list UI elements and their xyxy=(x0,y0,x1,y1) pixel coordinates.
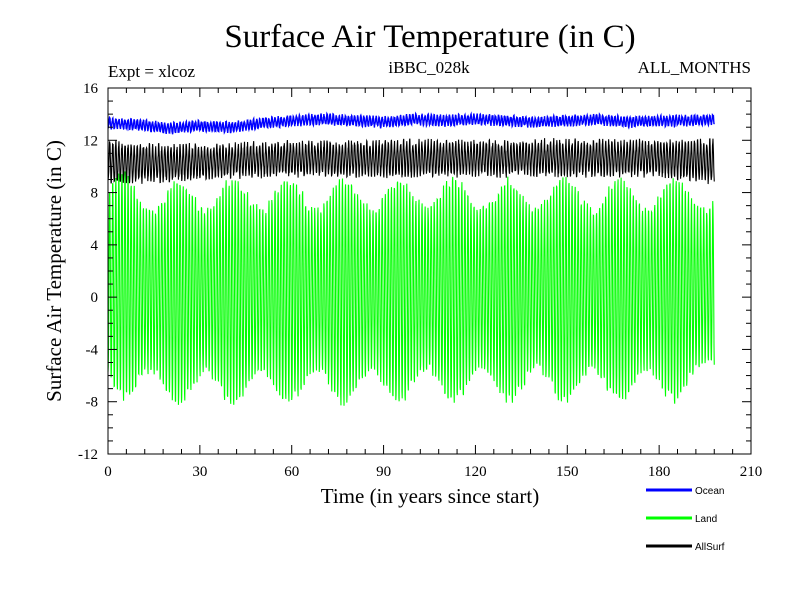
months-label: ALL_MONTHS xyxy=(638,58,751,77)
y-tick-label: 8 xyxy=(91,186,99,202)
legend-label-ocean: Ocean xyxy=(695,486,724,497)
plot-data xyxy=(107,111,715,406)
y-tick-label: 0 xyxy=(91,290,99,306)
y-tick-label: 16 xyxy=(83,81,99,97)
run-label: iBBC_028k xyxy=(388,58,470,77)
x-tick-labels: 0 30 60 90 120 150 180 210 xyxy=(104,464,762,480)
y-tick-label: 4 xyxy=(91,238,99,254)
series-ocean-line xyxy=(107,111,715,135)
axis-ticks xyxy=(107,87,752,455)
legend-label-allsurf: AllSurf xyxy=(695,542,725,553)
y-tick-label: 12 xyxy=(83,133,98,149)
experiment-label: Expt = xlcoz xyxy=(108,62,195,81)
y-tick-label: -12 xyxy=(78,447,98,463)
legend: Ocean Land AllSurf xyxy=(646,486,725,553)
y-tick-label: -8 xyxy=(86,395,99,411)
x-tick-label: 120 xyxy=(464,464,487,480)
x-tick-label: 60 xyxy=(284,464,299,480)
x-tick-label: 0 xyxy=(104,464,112,480)
series-allsurf-line xyxy=(107,138,715,185)
series-land-line xyxy=(107,171,715,406)
x-tick-label: 90 xyxy=(376,464,391,480)
x-tick-label: 210 xyxy=(740,464,763,480)
y-axis-label: Surface Air Temperature (in C) xyxy=(42,140,66,402)
x-axis-label: Time (in years since start) xyxy=(321,484,540,508)
x-tick-label: 150 xyxy=(556,464,579,480)
y-tick-labels: -12 -8 -4 0 4 8 12 16 xyxy=(78,81,99,463)
legend-label-land: Land xyxy=(695,514,717,525)
chart-title: Surface Air Temperature (in C) xyxy=(224,19,635,55)
x-tick-label: 30 xyxy=(192,464,207,480)
y-tick-label: -4 xyxy=(86,342,99,358)
x-tick-label: 180 xyxy=(648,464,671,480)
